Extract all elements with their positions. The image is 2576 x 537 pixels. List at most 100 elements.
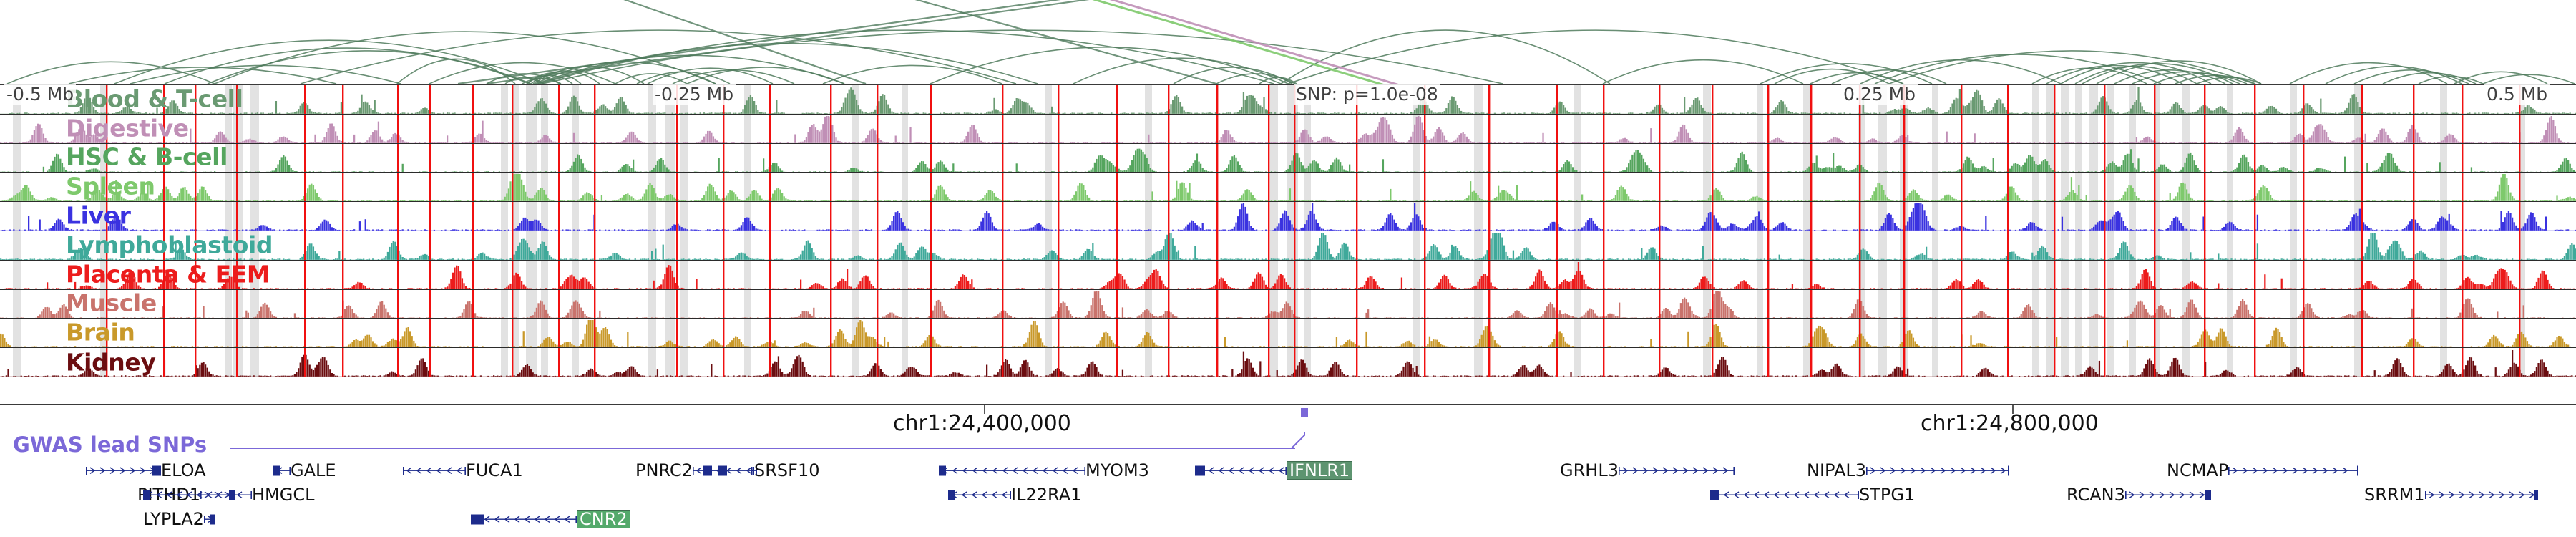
snp-rule xyxy=(2054,143,2056,173)
signal-bar xyxy=(794,200,796,202)
signal-bar xyxy=(1685,129,1687,143)
snp-rule xyxy=(1810,143,1813,173)
track-liver[interactable]: Liver xyxy=(0,202,2576,231)
signal-bar xyxy=(128,171,130,173)
signal-bar xyxy=(1207,170,1209,173)
signal-bar xyxy=(1851,170,1853,173)
signal-bar xyxy=(463,113,465,114)
signal-bar xyxy=(1443,135,1445,143)
signal-bar xyxy=(152,230,155,231)
signal-bar xyxy=(844,171,847,173)
signal-bar xyxy=(636,230,638,231)
signal-bar xyxy=(1140,112,1143,114)
signal-bar xyxy=(493,112,495,114)
signal-bar xyxy=(1151,142,1153,143)
signal-bar xyxy=(2541,113,2543,114)
signal-bar xyxy=(610,142,613,143)
signal-bar xyxy=(575,157,577,173)
signal-bar xyxy=(1005,113,1007,114)
signal-bar xyxy=(2491,199,2493,202)
signal-bar xyxy=(978,137,980,143)
signal-bar xyxy=(1986,112,1989,114)
signal-bar xyxy=(288,229,291,231)
signal-bar xyxy=(2419,137,2421,143)
signal-bar xyxy=(2487,112,2489,114)
signal-bar xyxy=(143,113,145,114)
signal-bar xyxy=(1473,141,1475,143)
signal-bar xyxy=(1456,171,1459,173)
signal-bar xyxy=(1270,112,1273,114)
signal-bar xyxy=(1000,142,1003,143)
signal-bar xyxy=(1350,170,1352,173)
snp-rule xyxy=(472,114,474,143)
signal-bar xyxy=(671,142,673,143)
signal-bar xyxy=(255,200,257,202)
signal-bar xyxy=(1652,109,1654,114)
signal-bar xyxy=(1886,112,1888,114)
signal-bar xyxy=(1503,190,1506,202)
signal-bar xyxy=(67,171,69,173)
signal-bar xyxy=(928,113,930,114)
signal-bar xyxy=(950,200,952,202)
signal-bar xyxy=(69,171,71,173)
signal-bar xyxy=(78,200,80,202)
track-blood-t-cell[interactable]: Blood & T-cell xyxy=(0,85,2576,115)
signal-bar xyxy=(1332,140,1334,143)
signal-bar xyxy=(1008,110,1010,114)
signal-bar xyxy=(1682,124,1684,143)
signal-bar xyxy=(630,229,633,231)
signal-bar xyxy=(2530,171,2532,173)
signal-bar xyxy=(537,140,540,143)
signal-bar xyxy=(638,229,640,231)
signal-bar xyxy=(735,112,737,114)
signal-bar xyxy=(2307,103,2309,114)
signal-bar xyxy=(28,216,30,231)
signal-bar xyxy=(1648,200,1650,202)
signal-bar xyxy=(705,191,707,202)
signal-bar xyxy=(256,112,259,114)
track-hsc-b-cell[interactable]: HSC & B-cell xyxy=(0,143,2576,173)
signal-bar xyxy=(1875,187,1878,202)
signal-bar xyxy=(191,198,194,202)
credible-set-shade xyxy=(2440,143,2447,173)
signal-bar xyxy=(1475,112,1478,114)
signal-bar xyxy=(1451,200,1453,202)
signal-bar xyxy=(299,105,301,114)
signal-bar xyxy=(807,112,809,114)
credible-set-shade xyxy=(1932,114,1938,143)
signal-bar xyxy=(1263,171,1265,173)
signal-bar xyxy=(1535,112,1537,114)
signal-bar xyxy=(813,170,815,173)
signal-bar xyxy=(270,112,272,114)
signal-bar xyxy=(2182,183,2185,202)
signal-bar xyxy=(958,171,960,173)
track-digestive[interactable]: Digestive xyxy=(0,114,2576,144)
signal-bar xyxy=(426,230,428,231)
signal-bar xyxy=(2158,112,2160,114)
snp-rule xyxy=(342,143,344,173)
signal-bar xyxy=(2193,112,2195,114)
signal-bar xyxy=(2265,188,2268,202)
signal-bar xyxy=(1531,200,1533,202)
signal-bar xyxy=(999,142,1001,143)
signal-bar xyxy=(2454,170,2456,173)
signal-bar xyxy=(1028,200,1031,202)
signal-bar xyxy=(1120,142,1122,143)
signal-bar xyxy=(2454,200,2456,202)
signal-bar xyxy=(469,112,471,114)
signal-bar xyxy=(94,189,97,202)
signal-bar xyxy=(2107,142,2110,143)
signal-bar xyxy=(305,229,307,231)
signal-bar xyxy=(2004,107,2006,114)
signal-bar xyxy=(1828,200,1831,202)
signal-bar xyxy=(591,195,594,202)
signal-bar xyxy=(234,229,236,231)
signal-bar xyxy=(913,169,915,173)
signal-bar xyxy=(915,168,917,173)
signal-bar xyxy=(2280,112,2283,114)
signal-bar xyxy=(1942,170,1944,173)
signal-bar xyxy=(2342,200,2344,202)
track-spleen[interactable]: Spleen xyxy=(0,173,2576,203)
signal-bar xyxy=(1553,142,1556,143)
signal-bar xyxy=(1073,112,1075,114)
